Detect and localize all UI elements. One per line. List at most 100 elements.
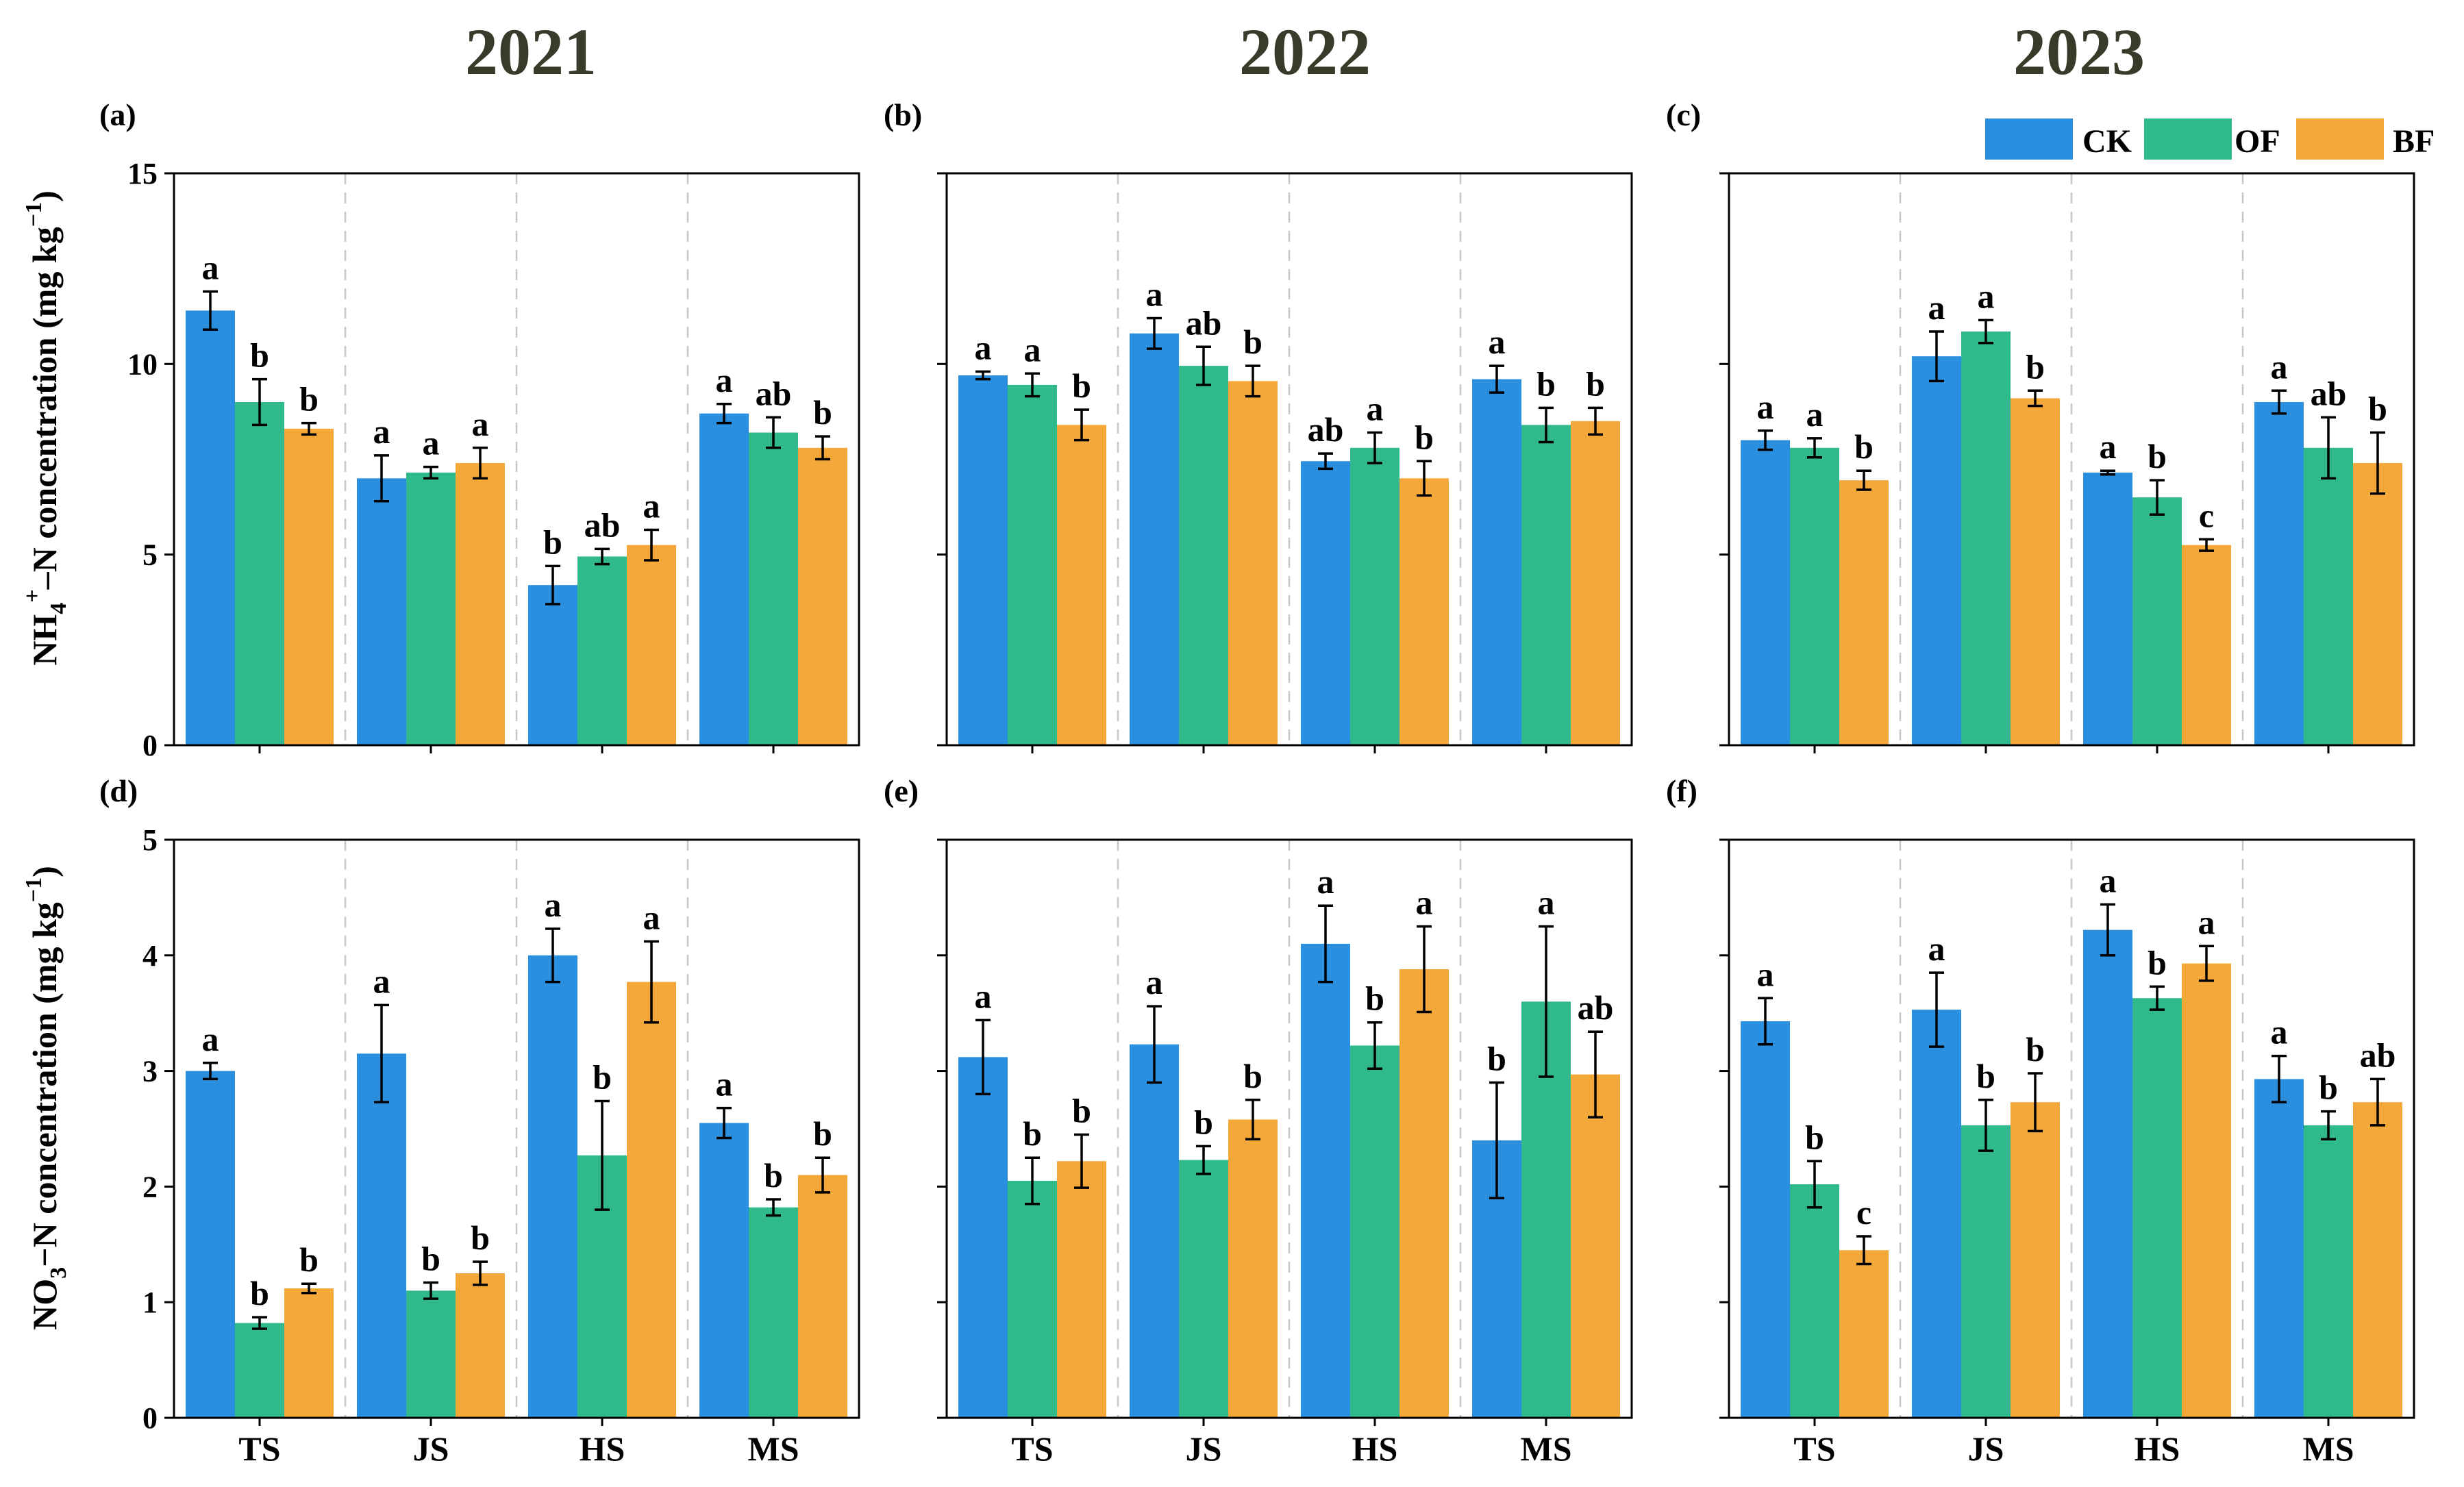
bar-bf-js bbox=[456, 463, 505, 745]
error-bar-of-hs bbox=[595, 547, 610, 566]
bar-ck-ms bbox=[1472, 379, 1521, 745]
error-bar-bf-ts bbox=[1856, 469, 1871, 491]
panel-label-e: (e) bbox=[884, 773, 919, 808]
error-bar-bf-js bbox=[473, 1260, 488, 1286]
sig-letter-ck-hs: a bbox=[2100, 862, 2117, 900]
bar-of-ms bbox=[2304, 447, 2353, 745]
error-bar-of-hs bbox=[595, 1099, 610, 1211]
bar-bf-js bbox=[2011, 1102, 2060, 1418]
x-category-label-js: JS bbox=[413, 1429, 449, 1468]
y-tick-label: 5 bbox=[142, 823, 158, 857]
sig-letter-ck-ms: a bbox=[2271, 1013, 2288, 1051]
sig-letter-bf-hs: c bbox=[2199, 496, 2214, 534]
error-bar-bf-hs bbox=[644, 940, 659, 1024]
sig-letter-ck-hs: a bbox=[545, 886, 562, 924]
sig-letter-bf-js: b bbox=[471, 1219, 490, 1257]
x-category-label-ms: MS bbox=[748, 1429, 799, 1468]
sig-letter-of-ts: b bbox=[250, 336, 269, 375]
year-title-2022: 2022 bbox=[1239, 15, 1371, 88]
bar-of-ts bbox=[235, 1323, 284, 1418]
panel-label-c: (c) bbox=[1666, 97, 1701, 132]
error-bar-ck-ts bbox=[975, 370, 991, 381]
sig-letter-of-ts: a bbox=[1024, 330, 1041, 368]
sig-letter-ck-hs: b bbox=[543, 523, 562, 561]
year-titles: 2021 2022 2023 bbox=[465, 15, 2145, 88]
ylabel-nh4-post: –N concentration (mg kg bbox=[25, 227, 64, 590]
bar-bf-js bbox=[1228, 381, 1278, 745]
error-bar-bf-hs bbox=[2199, 538, 2214, 552]
sig-letter-of-js: b bbox=[1976, 1057, 1995, 1095]
error-bar-of-ms bbox=[766, 416, 781, 449]
error-bar-ck-ts bbox=[203, 1062, 218, 1081]
bar-of-js bbox=[406, 472, 456, 745]
bar-ck-js bbox=[357, 478, 406, 745]
error-bar-of-js bbox=[423, 465, 438, 480]
error-bar-ck-ms bbox=[717, 403, 732, 425]
plot-frame bbox=[173, 172, 860, 747]
sig-letter-of-hs: a bbox=[1367, 390, 1384, 428]
error-bar-ck-hs bbox=[1318, 452, 1333, 471]
error-bar-ck-ts bbox=[1758, 429, 1773, 451]
panel-label-f: (f) bbox=[1666, 773, 1697, 808]
sig-letter-ck-ms: a bbox=[716, 1065, 733, 1103]
sig-letter-ck-ts: a bbox=[975, 328, 992, 366]
legend-label-bf: BF bbox=[2393, 123, 2435, 160]
error-bar-of-ms bbox=[766, 1198, 781, 1217]
bar-of-ts bbox=[1008, 384, 1057, 745]
bar-ck-ts bbox=[186, 1071, 235, 1418]
ylabel-nh4-pre: NH bbox=[25, 614, 64, 666]
sig-letter-of-ts: a bbox=[1806, 395, 1824, 434]
sig-letter-bf-js: b bbox=[1243, 323, 1262, 361]
sig-letter-ck-ts: a bbox=[975, 977, 992, 1015]
y-tick-label: 10 bbox=[127, 347, 158, 381]
y-tick-label: 0 bbox=[142, 729, 158, 762]
bar-ck-hs bbox=[528, 585, 577, 745]
sig-letter-ck-ms: a bbox=[1489, 323, 1506, 361]
ylabel-no3-end: ) bbox=[25, 866, 64, 877]
error-bar-of-ts bbox=[252, 1316, 267, 1330]
sig-letter-bf-js: b bbox=[1243, 1057, 1262, 1095]
legend-swatch-bf bbox=[2296, 118, 2384, 160]
sig-letter-bf-ms: ab bbox=[1578, 988, 1614, 1027]
error-bar-of-ts bbox=[1025, 372, 1040, 398]
x-category-label-ts: TS bbox=[238, 1429, 280, 1468]
sig-letter-of-ms: b bbox=[2319, 1069, 2338, 1107]
error-bar-bf-ms bbox=[2370, 1077, 2385, 1127]
plot-frame bbox=[1728, 172, 2415, 747]
sig-letter-ck-js: a bbox=[1928, 288, 1945, 327]
error-bar-of-ts bbox=[1025, 1156, 1040, 1205]
bar-ck-ms bbox=[699, 1123, 749, 1418]
bar-ck-js bbox=[1130, 333, 1179, 745]
legend: CK OF BF bbox=[1985, 118, 2435, 160]
bar-of-hs bbox=[2132, 998, 2182, 1418]
sig-letter-ck-ts: a bbox=[1757, 955, 1774, 993]
legend-swatch-ck bbox=[1985, 118, 2073, 160]
error-bar-bf-ts bbox=[1856, 1235, 1871, 1266]
sig-letter-of-hs: b bbox=[593, 1058, 612, 1096]
year-title-2023: 2023 bbox=[2013, 15, 2145, 88]
error-bar-ck-ms bbox=[717, 1106, 732, 1140]
y-tick-label: 5 bbox=[142, 538, 158, 572]
y-tick-label: 1 bbox=[142, 1286, 158, 1319]
sig-letter-of-ms: ab bbox=[2311, 374, 2347, 412]
plot-frame bbox=[173, 838, 860, 1419]
sig-letter-of-js: b bbox=[421, 1240, 440, 1278]
error-bar-bf-ms bbox=[1588, 406, 1603, 436]
bar-of-js bbox=[1961, 1125, 2011, 1418]
error-bar-bf-ts bbox=[301, 421, 316, 436]
sig-letter-bf-ts: b bbox=[1072, 366, 1091, 405]
sig-letter-ck-js: a bbox=[1146, 963, 1163, 1001]
bar-of-ms bbox=[749, 432, 798, 745]
y-tick-label: 15 bbox=[127, 157, 158, 190]
sig-letter-of-hs: ab bbox=[584, 505, 621, 544]
sig-letter-ck-hs: ab bbox=[1308, 410, 1344, 449]
sig-letter-of-js: a bbox=[1978, 277, 1995, 315]
error-bar-ck-js bbox=[1929, 330, 1944, 383]
error-bar-bf-ms bbox=[815, 435, 830, 461]
error-bar-of-ts bbox=[1807, 1160, 1822, 1209]
sig-letter-of-js: a bbox=[423, 424, 440, 462]
bar-bf-ms bbox=[798, 1175, 847, 1418]
error-bar-of-ms bbox=[2321, 416, 2336, 480]
